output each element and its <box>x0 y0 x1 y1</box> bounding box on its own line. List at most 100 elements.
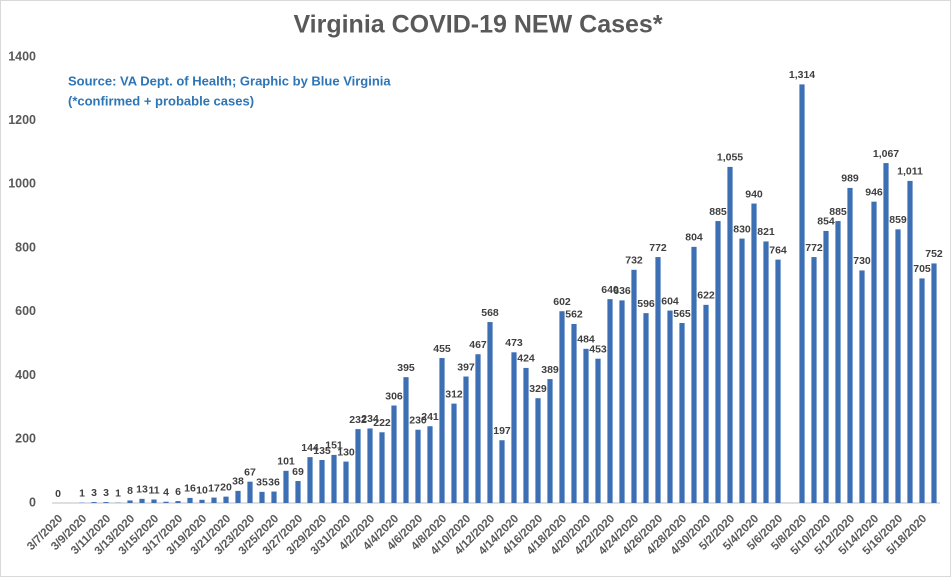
data-label: 640 <box>601 284 619 296</box>
data-label: 234 <box>361 413 379 425</box>
data-label: 730 <box>853 255 871 267</box>
data-label: 453 <box>589 343 607 355</box>
data-label: 38 <box>232 476 244 488</box>
data-label: 940 <box>745 188 763 200</box>
data-label: 772 <box>649 242 667 254</box>
bar <box>211 497 217 503</box>
bar <box>799 84 805 503</box>
bar <box>835 221 841 504</box>
bar <box>223 496 229 503</box>
bar <box>439 358 445 503</box>
data-label: 3 <box>103 487 109 499</box>
data-label: 804 <box>685 232 703 244</box>
bar <box>775 259 781 503</box>
bar <box>667 310 673 503</box>
bar <box>391 405 397 503</box>
data-label: 8 <box>127 485 133 497</box>
bar <box>751 203 757 504</box>
bar <box>871 201 877 504</box>
bar <box>343 461 349 503</box>
bar <box>139 498 145 503</box>
data-label: 144 <box>301 442 319 454</box>
data-label: 135 <box>313 445 331 457</box>
bar <box>499 440 505 503</box>
bar <box>535 398 541 503</box>
data-label: 830 <box>733 223 751 235</box>
y-tick-label: 0 <box>29 495 36 509</box>
data-label: 130 <box>337 446 355 458</box>
y-tick-label: 1200 <box>8 113 36 127</box>
data-label: 604 <box>661 295 679 307</box>
data-label: 821 <box>757 226 775 238</box>
data-label: 35 <box>256 477 268 489</box>
bar <box>271 491 277 503</box>
data-label: 764 <box>769 244 787 256</box>
bar <box>127 500 133 503</box>
data-label: 705 <box>913 263 931 275</box>
bar <box>763 241 769 503</box>
data-label: 622 <box>697 290 715 302</box>
data-label: 101 <box>277 456 295 468</box>
bar <box>187 497 193 503</box>
bar <box>283 470 289 503</box>
bar <box>847 187 853 503</box>
data-label: 20 <box>220 481 232 493</box>
data-label: 197 <box>493 425 511 437</box>
bar <box>367 428 373 503</box>
bar <box>643 313 649 503</box>
bar <box>703 304 709 503</box>
data-label: 946 <box>865 186 883 198</box>
bar <box>451 403 457 503</box>
bar <box>331 454 337 503</box>
bar <box>247 481 253 503</box>
data-label: 69 <box>292 466 304 478</box>
data-label: 232 <box>349 414 367 426</box>
data-label: 6 <box>175 486 181 498</box>
data-label: 11 <box>148 484 159 496</box>
bar <box>739 238 745 504</box>
data-label: 562 <box>565 309 583 321</box>
data-label: 16 <box>184 483 196 495</box>
data-label: 306 <box>385 390 403 402</box>
annotation: (*confirmed + probable cases) <box>68 93 254 108</box>
y-tick-label: 400 <box>15 368 36 382</box>
data-label: 854 <box>817 216 835 228</box>
data-label: 1,055 <box>717 152 743 164</box>
data-label: 565 <box>673 308 691 320</box>
data-label: 241 <box>421 411 439 423</box>
bar <box>295 481 301 503</box>
bar <box>463 376 469 503</box>
bar <box>175 501 181 503</box>
data-label: 222 <box>373 417 391 429</box>
data-label: 752 <box>925 248 943 260</box>
bar <box>727 166 733 503</box>
y-tick-label: 1000 <box>8 177 36 191</box>
data-label: 13 <box>136 484 148 496</box>
bar <box>379 432 385 503</box>
annotation: Source: VA Dept. of Health; Graphic by B… <box>68 73 391 88</box>
data-label: 10 <box>196 485 208 497</box>
y-tick-label: 800 <box>15 240 36 254</box>
bar <box>583 348 589 503</box>
bar <box>559 311 565 503</box>
data-label: 989 <box>841 173 859 185</box>
data-label: 36 <box>268 476 280 488</box>
bar <box>235 490 241 503</box>
data-label: 151 <box>325 440 343 452</box>
bar <box>595 358 601 503</box>
bar <box>163 501 169 503</box>
data-label: 596 <box>637 298 655 310</box>
bar <box>907 180 913 503</box>
bar <box>619 300 625 503</box>
bar <box>547 379 553 503</box>
data-label: 1,314 <box>789 69 815 81</box>
data-label: 885 <box>709 206 727 218</box>
data-label: 1,011 <box>897 166 923 178</box>
data-label: 859 <box>889 214 907 226</box>
y-tick-label: 600 <box>15 304 36 318</box>
bar <box>631 269 637 503</box>
bar <box>91 502 97 503</box>
bar <box>691 246 697 503</box>
data-label: 230 <box>409 415 427 427</box>
